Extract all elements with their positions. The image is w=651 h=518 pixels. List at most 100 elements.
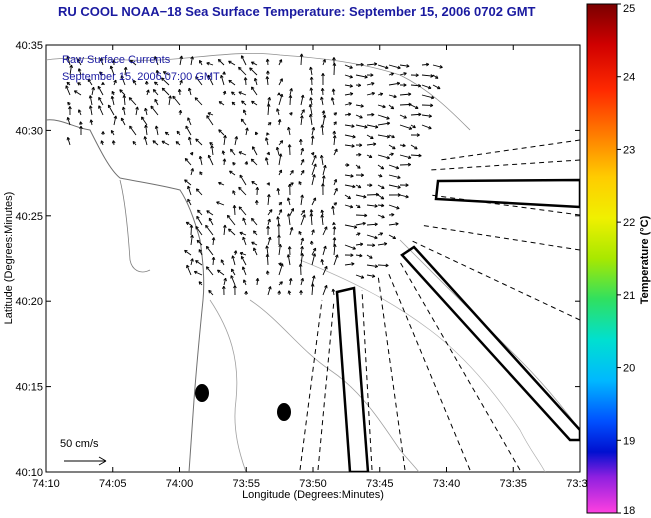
current-vector bbox=[239, 252, 247, 256]
current-vector bbox=[278, 263, 283, 276]
current-vector bbox=[120, 75, 126, 86]
current-vector bbox=[366, 234, 378, 239]
current-vector bbox=[344, 84, 353, 87]
current-vector bbox=[256, 278, 259, 286]
current-vector bbox=[310, 97, 313, 106]
current-vector bbox=[421, 84, 432, 89]
current-vector bbox=[388, 223, 399, 226]
current-vector bbox=[311, 163, 317, 176]
current-vector bbox=[217, 269, 225, 276]
current-vector bbox=[206, 266, 214, 276]
current-vector bbox=[322, 165, 326, 176]
current-vector bbox=[267, 286, 271, 296]
current-vector bbox=[300, 94, 304, 106]
current-vector bbox=[188, 87, 192, 96]
current-vector bbox=[242, 217, 247, 226]
current-vector bbox=[91, 87, 95, 96]
current-vector bbox=[344, 134, 356, 138]
x-tick-label: 73:35 bbox=[499, 478, 527, 490]
current-vector bbox=[377, 243, 387, 246]
current-vector bbox=[333, 135, 336, 146]
current-vector bbox=[251, 181, 258, 186]
current-vector bbox=[344, 244, 356, 250]
current-vector bbox=[228, 228, 236, 236]
current-vector bbox=[289, 88, 293, 96]
current-vector bbox=[97, 86, 104, 96]
current-vector bbox=[366, 274, 376, 277]
current-vector bbox=[278, 140, 284, 146]
current-vector bbox=[254, 78, 258, 86]
current-vector bbox=[110, 65, 115, 76]
current-vector bbox=[311, 127, 315, 136]
lane-polygon-south bbox=[335, 286, 370, 472]
current-vector bbox=[278, 169, 282, 176]
current-vector bbox=[218, 182, 225, 186]
current-vector bbox=[218, 59, 225, 66]
current-vector bbox=[190, 258, 194, 266]
current-vector bbox=[195, 260, 203, 266]
current-vector bbox=[377, 64, 389, 69]
current-vector bbox=[388, 82, 400, 86]
current-vector bbox=[344, 102, 352, 106]
current-vector bbox=[344, 144, 355, 147]
current-vector bbox=[311, 174, 315, 186]
current-vector bbox=[161, 140, 170, 146]
current-vector bbox=[366, 194, 379, 196]
current-vector bbox=[252, 146, 258, 156]
current-vector bbox=[278, 153, 282, 166]
lane-polygon-southeast bbox=[400, 245, 580, 442]
current-vector bbox=[388, 174, 401, 179]
current-vector bbox=[238, 186, 247, 196]
colorbar-tick-label: 21 bbox=[623, 290, 635, 302]
current-vector bbox=[144, 108, 148, 116]
current-vector bbox=[242, 236, 247, 246]
current-vector bbox=[310, 66, 313, 76]
current-vector bbox=[289, 95, 291, 106]
current-vector bbox=[230, 148, 236, 156]
current-vector bbox=[322, 175, 325, 186]
shipping-lanes-dashed bbox=[299, 139, 580, 471]
current-vector bbox=[123, 95, 126, 106]
current-vector bbox=[129, 125, 137, 136]
current-vector bbox=[388, 184, 401, 189]
current-vector bbox=[190, 56, 193, 66]
current-vector bbox=[332, 88, 335, 96]
colorbar-tick-label: 23 bbox=[623, 144, 635, 156]
current-vector bbox=[355, 222, 366, 226]
current-vector bbox=[243, 279, 247, 286]
map-plot: Raw Surface Currents September 15, 2006 … bbox=[45, 44, 581, 473]
current-vector bbox=[432, 84, 441, 90]
x-tick-label: 73:50 bbox=[299, 478, 327, 490]
current-vector bbox=[190, 224, 192, 236]
current-vector bbox=[377, 114, 390, 120]
current-vector bbox=[410, 104, 419, 109]
current-vector bbox=[161, 87, 170, 96]
current-vector bbox=[300, 278, 304, 286]
current-vector bbox=[399, 154, 412, 159]
current-vector bbox=[399, 103, 412, 106]
current-vector bbox=[377, 164, 384, 170]
current-vector bbox=[321, 124, 324, 136]
current-vector bbox=[300, 214, 306, 226]
current-vector bbox=[267, 236, 271, 246]
current-vector bbox=[366, 114, 375, 116]
current-vector bbox=[249, 67, 258, 76]
current-vector bbox=[155, 125, 159, 136]
current-vector bbox=[179, 55, 183, 66]
current-vector bbox=[377, 264, 389, 266]
bay-outline bbox=[119, 179, 151, 273]
current-vector bbox=[220, 75, 225, 86]
x-tick-label: 74:05 bbox=[99, 478, 127, 490]
current-vector bbox=[141, 116, 148, 126]
current-vector bbox=[168, 95, 171, 106]
current-vector bbox=[333, 226, 335, 236]
current-vector bbox=[300, 253, 303, 266]
current-vector bbox=[355, 243, 363, 246]
current-vector bbox=[287, 197, 291, 206]
annotation-line-2: September 15, 2006 07:00 GMT bbox=[62, 71, 220, 83]
current-vector bbox=[196, 215, 203, 226]
current-vector bbox=[186, 264, 192, 276]
current-vector bbox=[231, 268, 236, 276]
current-vector bbox=[344, 124, 355, 127]
current-vector bbox=[67, 55, 71, 66]
